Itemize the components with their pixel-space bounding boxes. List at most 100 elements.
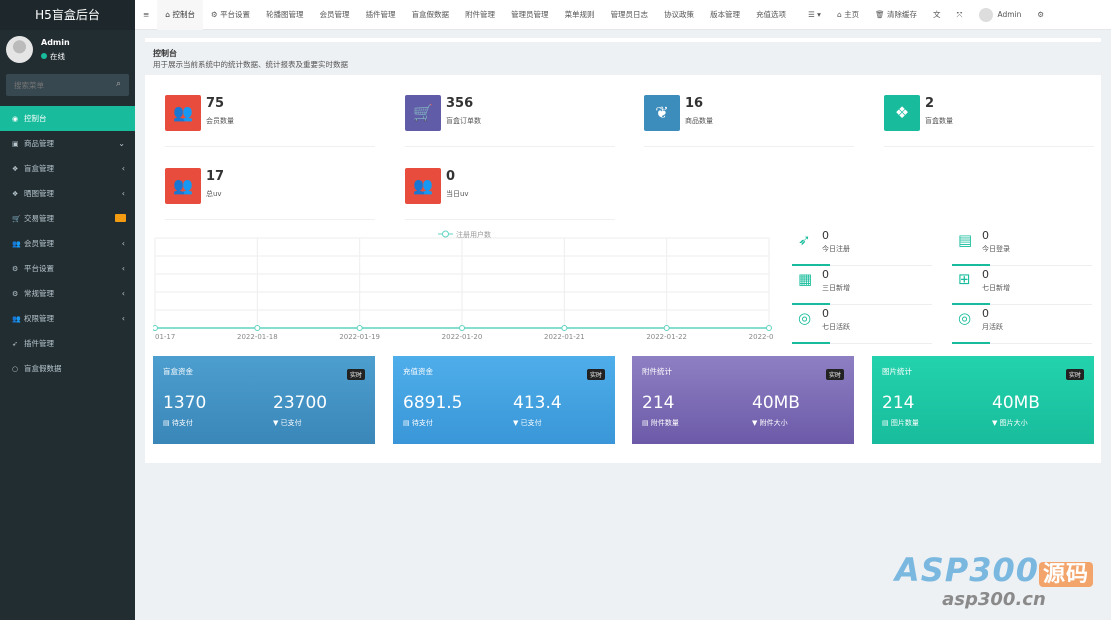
x-tick-label: 2022-01-20 [442,333,483,341]
sidebar-item-5[interactable]: 👥 会员管理 ‹ [0,231,135,256]
watermark-brand: ASP300 [894,551,1039,589]
data-point [153,325,158,331]
sidebar-item-8[interactable]: 👥 权限管理 ‹ [0,306,135,331]
mini-stat-label: 今日注册 [822,245,850,253]
user-circle-icon: ◎ [798,309,812,327]
fullscreen-icon[interactable]: ⤧ [956,9,963,19]
stat-label: 会员数量 [206,117,234,125]
clear-cache-label: 清除缓存 [887,10,917,19]
nav-tab-label: 控制台 [172,9,195,19]
rocket-icon: ➶ [798,231,811,249]
sidebar-item-10[interactable]: ○ 盲盒假数据 [0,356,135,381]
nav-tab[interactable]: 充值选项 [748,9,794,20]
stat-value: 17 [206,169,225,184]
nav-tab[interactable]: 轮播图管理 [258,9,312,20]
mini-stat: ⊞ 0 七日新增 [952,267,1092,305]
admin-menu[interactable]: Admin [971,7,1030,22]
cart-icon: 🛒 [405,95,441,131]
card-sub-label: 图片大小 [999,419,1028,427]
nav-tab[interactable]: 菜单规则 [557,9,603,20]
data-point [356,325,363,331]
x-tick-label: 2022-01-23 [749,333,773,341]
home-link[interactable]: ⌂ 主页 [836,10,860,19]
admin-name: Admin [997,9,1022,19]
sidebar-item-label: 盲盒管理 [24,164,54,173]
stat-value: 75 [206,96,225,111]
nav-tab[interactable]: ⚙ 平台设置 [210,10,251,19]
mini-stat: ◎ 0 月活跃 [952,306,1092,344]
watermark-tag: 源码 [1038,562,1093,587]
nav-tab[interactable]: 附件管理 [457,9,503,20]
nav-tab[interactable]: 管理员日志 [603,9,657,20]
chevron-icon: ‹ [121,189,125,198]
x-tick-label: 01-17 [155,333,175,341]
sidebar-item-1[interactable]: ▣ 商品管理 ⌄ [0,131,135,156]
sidebar-item-4[interactable]: 🛒 交易管理 [0,206,135,231]
sidebar-item-6[interactable]: ⚙ 平台设置 ‹ [0,256,135,281]
realtime-badge: 实时 [825,369,844,380]
card-sub-1: ▤ 图片数量 [882,419,919,427]
translate-icon[interactable]: 文 [933,10,941,19]
search-icon[interactable]: ⌕ [115,79,121,89]
stat-label: 盲盒订单数 [446,117,481,125]
card-sub-label: 附件数量 [650,419,679,427]
settings-icon[interactable]: ⚙ [1037,10,1045,19]
card-sub-label: 待支付 [411,419,433,427]
card-value-2: 40MB [992,393,1040,413]
leaf-icon: ❦ [644,95,680,131]
summary-card: 图片统计 实时 214 40MB ▤ 图片数量 ▼ 图片大小 [872,356,1094,444]
chevron-icon: ‹ [121,239,125,248]
sidebar-item-9[interactable]: ➶ 插件管理 [0,331,135,356]
realtime-badge: 实时 [586,369,605,380]
sidebar-item-7[interactable]: ⚙ 常规管理 ‹ [0,281,135,306]
watermark: ASP300 源码 asp300.cn [895,551,1093,610]
nav-tab[interactable]: 版本管理 [702,9,748,20]
rocket-icon: ➶ [12,340,18,348]
stat-label: 盲盒数量 [925,117,953,125]
user-circle-icon: ◎ [958,309,972,327]
nav-tab-label: 插件管理 [365,10,396,19]
bag-icon: ▣ [12,140,19,148]
realtime-badge: 实时 [346,369,365,380]
search-input[interactable] [6,74,129,96]
nav-tab[interactable]: 插件管理 [358,9,404,20]
id-card-icon: ▤ [958,231,973,249]
nav-tab[interactable]: 盲盒假数据 [404,9,458,20]
watermark-logo: ASP300 源码 [895,551,1093,589]
nav-tab-label: 盲盒假数据 [411,10,450,19]
sidebar-item-2[interactable]: ❖ 盲盒管理 ‹ [0,156,135,181]
status-text: 在线 [50,52,65,61]
nav-tab[interactable]: 协议政策 [656,9,702,20]
nav-tab-label: 轮播图管理 [266,10,304,19]
nav-tab[interactable]: 管理员管理 [503,9,557,20]
stat-value: 0 [446,169,456,184]
mini-stat: ▤ 0 今日登录 [952,228,1092,266]
sidebar-item-0[interactable]: ◉ 控制台 [0,106,135,131]
more-tabs-icon[interactable]: ☰ ▾ [808,10,821,19]
admin-avatar [978,7,993,22]
line-chart: 注册用户数 01-17 2022-01-18 2022-01-19 2022-01-20… [153,230,773,341]
menu-toggle-icon[interactable]: ≡ [143,10,150,19]
card-title: 盲盒资金 [163,367,193,376]
sidebar-item-label: 插件管理 [24,339,54,348]
clear-cache-button[interactable]: 🗑 清除缓存 [875,10,917,19]
app-logo[interactable]: H5盲盒后台 [0,0,135,30]
nav-tab[interactable]: ⌂ 控制台 [157,0,203,30]
nav-tab[interactable]: 会员管理 [312,9,358,20]
stat-value: 2 [925,96,935,111]
calendar-icon: ▦ [798,270,813,288]
sidebar-item-label: 控制台 [24,114,47,123]
card-sub-2: ▼ 已支付 [273,419,302,427]
page-header: 控制台 用于展示当前系统中的统计数据、统计报表及重要实时数据 [145,42,1101,75]
mini-stat: ◎ 0 七日活跃 [792,306,932,344]
sidebar-item-label: 常规管理 [24,289,54,298]
data-point [459,325,465,331]
online-dot-icon [41,53,47,59]
x-tick-label: 2022-01-18 [237,333,278,341]
card-title: 图片统计 [882,367,912,376]
dropbox-icon: ❖ [884,95,920,131]
sidebar-item-label: 会员管理 [24,239,54,248]
sidebar-item-3[interactable]: ❖ 晒图管理 ‹ [0,181,135,206]
realtime-badge: 实时 [1065,369,1084,380]
stat-value: 16 [685,96,704,111]
